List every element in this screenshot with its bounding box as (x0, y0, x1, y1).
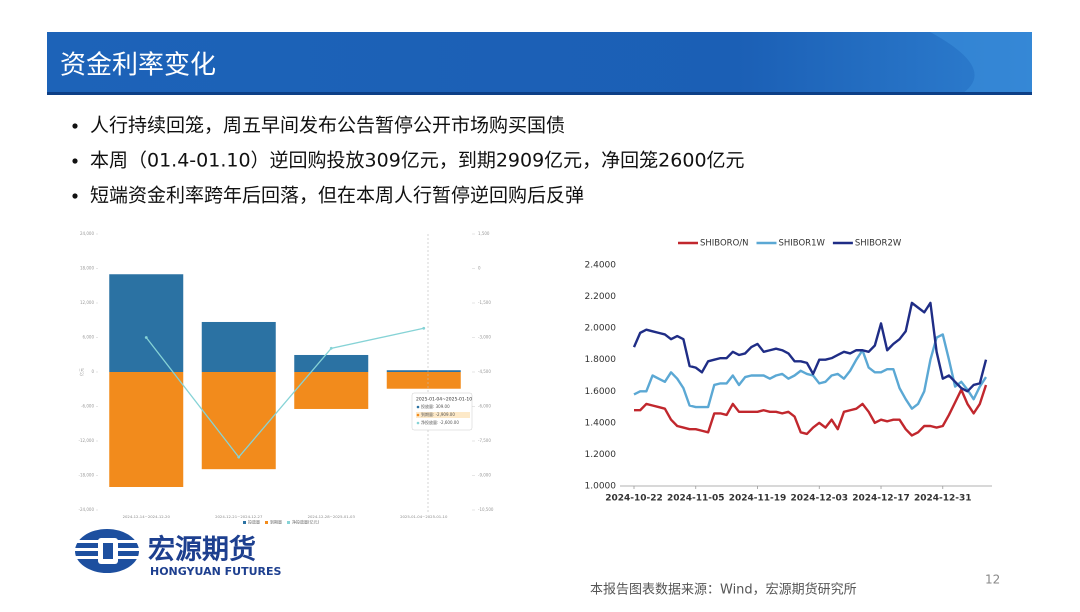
y2-tick-label: -3,000 (478, 335, 491, 340)
tooltip-dot (416, 405, 420, 409)
shibor-chart: 2.4000 2.2000 2.0000 1.8000 1.6000 1.4000 1.20… (585, 239, 992, 504)
y2-tick-label: -9,000 (478, 473, 491, 478)
x-tick-label: 2024-12-14~2024-12-20 (123, 514, 171, 519)
y-tick-label: 24,000 (80, 231, 94, 236)
logo-name-en: HONGYUAN FUTURES (150, 565, 282, 578)
legend-swatch (265, 521, 268, 524)
x-tick-label: 2024-12-17 (852, 494, 910, 504)
y-axis-label: 亿元 (78, 368, 84, 376)
header-title: 资金利率变化 (60, 51, 216, 81)
bar (294, 372, 369, 409)
bar (109, 274, 184, 372)
legend-label: SHIBOR2W (855, 239, 902, 249)
tooltip-highlight (416, 412, 470, 418)
bullet-text: 本周（01.4-01.10）逆回购投放309亿元，到期2909亿元，净回笼260… (90, 150, 745, 172)
net-point (329, 346, 333, 350)
header-deco (930, 32, 1032, 95)
y-tick-label: -18,000 (79, 473, 95, 478)
x-tick-label: 2024-12-03 (790, 494, 848, 504)
net-point (237, 455, 241, 459)
y2-tick-label: -4,500 (478, 369, 491, 374)
y-tick-label: 1.8000 (585, 355, 617, 365)
logo-core-inner (103, 543, 113, 559)
y2-tick-label: -7,500 (478, 438, 491, 443)
x-tick-label: 2024-12-21~2024-12-27 (215, 514, 263, 519)
bar (201, 372, 276, 470)
legend-label: SHIBORO/N (700, 239, 749, 249)
tooltip-item: 投放量: 309.00 (421, 403, 450, 409)
bullet-dot (72, 123, 78, 129)
net-line (145, 327, 424, 459)
bullets: 人行持续回笼，周五早间发布公告暂停公开市场购买国债 本周（01.4-01.10）… (72, 115, 745, 207)
y-tick-label: 1.2000 (585, 450, 617, 460)
y-tick-label: -24,000 (79, 507, 95, 512)
page-number: 12 (985, 573, 1000, 587)
legend-swatch (287, 521, 290, 524)
header-band (47, 32, 1032, 95)
legend-label: SHIBOR1W (779, 239, 826, 249)
y-tick-label: 12,000 (80, 300, 94, 305)
bullet-text: 人行持续回笼，周五早间发布公告暂停公开市场购买国债 (90, 115, 565, 137)
tooltip-box (411, 392, 473, 431)
y-tick-label: -6,000 (81, 404, 94, 409)
x-tick-label: 2024-12-31 (914, 494, 972, 504)
bar (201, 321, 276, 372)
y2-tick-label: -6,000 (478, 404, 491, 409)
y-tick-label: 6,000 (83, 335, 95, 340)
tooltip: 2025-01-04~2025-01-10 投放量: 309.00 到期量: -… (411, 392, 473, 431)
net-point (144, 336, 148, 339)
x-tick-label: 2024-11-05 (667, 494, 725, 504)
y-tick-label: 2.0000 (585, 324, 617, 334)
y-tick-label: 1.4000 (585, 418, 617, 428)
bullet-dot (72, 158, 78, 164)
tooltip-dot (416, 413, 420, 417)
legend-label: 投放量 (248, 519, 260, 525)
net-point (422, 326, 426, 330)
legend-label: 净投放量(亿元) (292, 519, 320, 525)
y2-tick-label: -1,500 (478, 300, 491, 305)
y2-tick-label: -10,500 (478, 507, 494, 512)
bullet-dot (72, 193, 78, 199)
bar (386, 370, 461, 372)
logo-name: 宏源期货 (148, 534, 256, 566)
flow-chart: 24,000 18,000 12,000 6,000 0 -6,000 -12,000 -18… (78, 231, 494, 525)
bullet-text: 短端资金利率跨年后回落，但在本周人行暂停逆回购后反弹 (90, 185, 584, 207)
header-rule (47, 92, 1032, 95)
logo: 宏源期货 HONGYUAN FUTURES (75, 529, 282, 578)
legend-label: 到期量 (270, 519, 282, 525)
series-line (632, 301, 988, 393)
y-tick-label: 18,000 (80, 266, 94, 271)
y-tick-label: 2.2000 (585, 292, 617, 302)
y-tick-label: -12,000 (79, 438, 95, 443)
x-tick-label: 2025-01-04~2025-01-10 (400, 514, 448, 519)
tooltip-dot (416, 421, 420, 425)
bar (386, 372, 461, 389)
y-tick-label: 1.6000 (585, 387, 617, 397)
tooltip-item: 到期量: -2,909.00 (421, 411, 455, 417)
bar (109, 372, 184, 487)
x-tick-label: 2024-12-28~2025-01-03 (308, 514, 356, 519)
y-tick-label: 1.0000 (585, 482, 617, 492)
tooltip-title: 2025-01-04~2025-01-10 (416, 397, 472, 403)
bar (294, 354, 369, 372)
series-line (633, 333, 988, 410)
y2-tick-label: 0 (478, 266, 481, 271)
source-note: 本报告图表数据来源：Wind，宏源期货研究所 (590, 582, 857, 598)
x-tick-label: 2024-11-19 (729, 494, 787, 504)
tooltip-item: 净投放量: -2,600.00 (421, 419, 459, 425)
x-tick-label: 2024-10-22 (605, 494, 663, 504)
y-tick-label: 2.4000 (585, 261, 617, 271)
y2-tick-label: 1,500 (478, 231, 490, 236)
legend-swatch (243, 521, 246, 524)
series-line (634, 384, 988, 437)
y-tick-label: 0 (91, 369, 94, 374)
